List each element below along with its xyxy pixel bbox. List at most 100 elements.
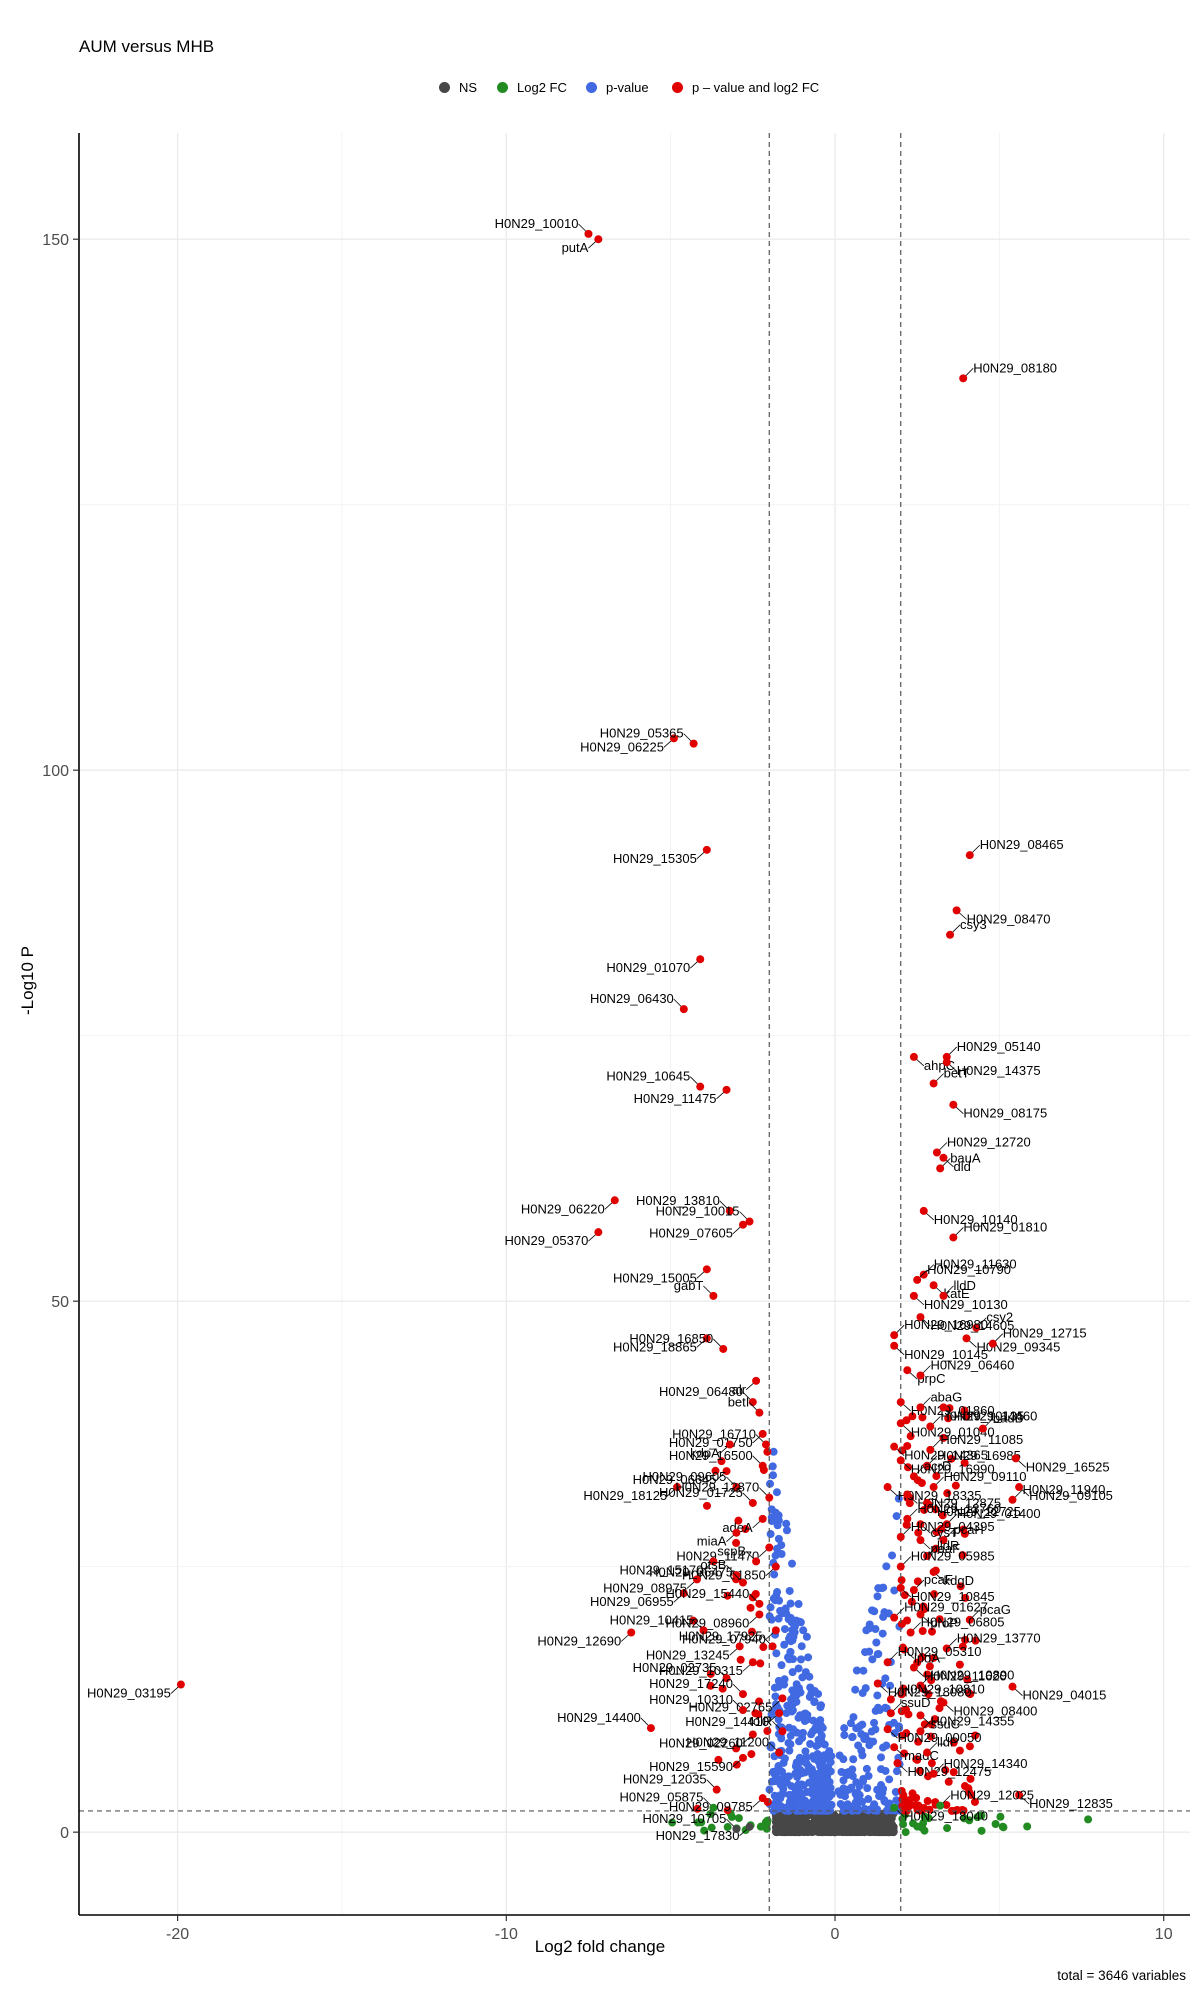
point-labeled: [765, 1493, 774, 1502]
point-significant: [955, 1660, 964, 1669]
point-label: tolR: [749, 1713, 772, 1728]
point-pvalue: [781, 1604, 790, 1613]
point-label: H0N29_01725: [659, 1485, 743, 1500]
point-label: H0N29_15005: [613, 1270, 697, 1285]
point-labeled: [1015, 1790, 1024, 1799]
point-label: H0N29_15305: [613, 851, 697, 866]
legend-swatch-ns: [439, 82, 450, 93]
point-pvalue: [810, 1697, 819, 1706]
point-labeled: [722, 1674, 731, 1683]
point-significant: [949, 1768, 958, 1777]
point-significant: [961, 1593, 970, 1602]
point-labeled: [738, 1690, 747, 1699]
point-pvalue: [858, 1751, 867, 1760]
point-significant: [902, 1520, 911, 1529]
point-pvalue: [770, 1777, 779, 1786]
point-label: H0N29_04395: [911, 1519, 995, 1534]
point-significant: [900, 1806, 909, 1815]
point-ns: [811, 1820, 820, 1829]
point-significant: [920, 1505, 929, 1514]
point-labeled: [722, 1467, 731, 1476]
point-pvalue: [865, 1620, 874, 1629]
point-label: H0N29_16990: [911, 1461, 995, 1476]
point-pvalue: [851, 1685, 860, 1694]
point-pvalue: [805, 1806, 814, 1815]
point-labeled: [906, 1628, 915, 1637]
point-label: H0N29_08975: [603, 1580, 687, 1595]
point-significant: [914, 1528, 923, 1537]
point-pvalue: [867, 1727, 876, 1736]
point-labeled: [712, 1785, 721, 1794]
point-labeled: [939, 1291, 948, 1300]
point-pvalue: [771, 1692, 780, 1701]
point-pvalue: [882, 1562, 891, 1571]
point-significant: [918, 1413, 927, 1422]
point-labeled: [745, 1217, 754, 1226]
point-labeled: [916, 1313, 925, 1322]
point-significant: [958, 1551, 967, 1560]
point-significant: [935, 1615, 944, 1624]
point-label: paaF: [930, 1541, 960, 1556]
point-significant: [747, 1750, 756, 1759]
point-significant: [918, 1806, 927, 1815]
point-ns: [846, 1821, 855, 1830]
point-pvalue: [774, 1715, 783, 1724]
point-labeled: [1008, 1495, 1017, 1504]
point-labeled: [932, 1148, 941, 1157]
point-significant: [718, 1684, 727, 1693]
point-significant: [732, 1538, 741, 1547]
point-pvalue: [809, 1716, 818, 1725]
point-pvalue: [803, 1711, 812, 1720]
point-pvalue: [788, 1700, 797, 1709]
point-ns: [784, 1818, 793, 1827]
point-labeled: [916, 1711, 925, 1720]
point-label: H0N29_10135: [940, 1408, 1024, 1423]
point-label: H0N29_17240: [649, 1676, 733, 1691]
point-significant: [962, 1412, 971, 1421]
point-labeled: [909, 1586, 918, 1595]
point-label: pcaF: [924, 1572, 953, 1587]
point-label: H0N29_06460: [930, 1358, 1014, 1373]
point-pvalue: [862, 1764, 871, 1773]
point-labeled: [965, 1615, 974, 1624]
point-labeled: [594, 235, 603, 244]
point-labeled: [758, 1794, 767, 1803]
point-significant: [967, 1790, 976, 1799]
point-labeled: [873, 1679, 882, 1688]
chart-title: AUM versus MHB: [79, 37, 215, 56]
point-significant: [741, 1525, 750, 1534]
point-labeled: [926, 1422, 935, 1431]
point-label: H0N29_14605: [930, 1318, 1014, 1333]
point-significant: [689, 1616, 698, 1625]
point-log2fc: [909, 1819, 918, 1828]
point-significant: [925, 1662, 934, 1671]
point-labeled: [765, 1543, 774, 1552]
point-label: H0N29_18865: [613, 1339, 697, 1354]
point-label: H0N29_13760: [917, 1501, 1001, 1516]
point-label: ssuC: [930, 1716, 960, 1731]
point-label: scpB: [717, 1543, 746, 1558]
point-pvalue: [780, 1754, 789, 1763]
point-significant: [756, 1659, 765, 1668]
point-label: H0N29_05365: [600, 726, 684, 741]
point-pvalue: [768, 1462, 777, 1471]
point-label: kdpA: [690, 1446, 720, 1461]
point-pvalue: [782, 1526, 791, 1535]
point-label: madC: [904, 1748, 939, 1763]
point-labeled: [923, 1461, 932, 1470]
point-labeled: [929, 1769, 938, 1778]
point-pvalue: [794, 1780, 803, 1789]
point-log2fc: [707, 1823, 716, 1832]
point-significant: [926, 1732, 935, 1741]
point-pvalue: [785, 1634, 794, 1643]
point-labeled: [913, 1275, 922, 1284]
point-ns: [867, 1827, 876, 1836]
point-pvalue: [840, 1724, 849, 1733]
point-label: H0N29_09605: [643, 1469, 727, 1484]
point-label: H0N29_16500: [669, 1448, 753, 1463]
point-labeled: [584, 229, 593, 238]
point-pvalue: [882, 1806, 891, 1815]
point-pvalue: [791, 1762, 800, 1771]
point-pvalue: [816, 1787, 825, 1796]
point-labeled: [900, 1645, 909, 1654]
